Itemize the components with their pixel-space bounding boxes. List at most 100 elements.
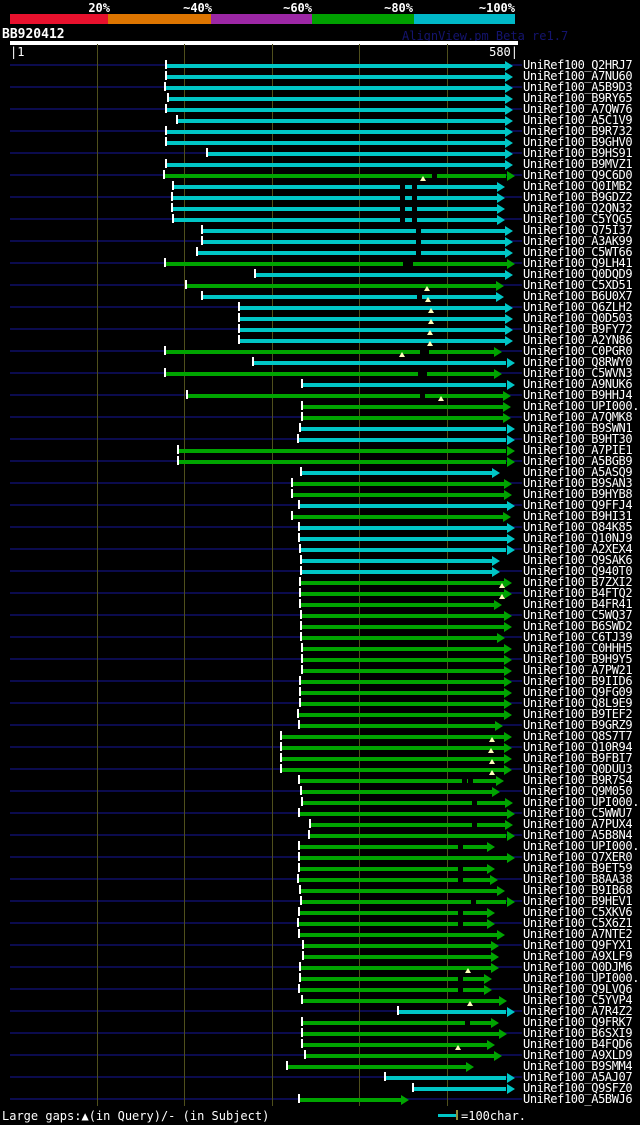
alignment-bar[interactable] xyxy=(301,1032,499,1036)
hit-label[interactable]: UniRef100_A9XLF9 xyxy=(523,949,633,963)
alignment-bar[interactable] xyxy=(299,537,507,541)
hit-label[interactable]: UniRef100_B6SXI9 xyxy=(523,1026,633,1040)
hit-label[interactable]: UniRef100_B6SWD2 xyxy=(523,619,633,633)
alignment-bar[interactable] xyxy=(300,570,492,574)
alignment-bar[interactable] xyxy=(299,779,496,783)
hit-label[interactable]: UniRef100_Q9FG09 xyxy=(523,685,633,699)
hit-label[interactable]: UniRef100_B9SAN3 xyxy=(523,476,633,490)
hit-label[interactable]: UniRef100_A7NU60 xyxy=(523,69,633,83)
alignment-bar[interactable] xyxy=(280,746,504,750)
hit-label[interactable]: UniRef100_A5BWJ6 xyxy=(523,1092,633,1106)
alignment-bar[interactable] xyxy=(397,1010,507,1014)
hit-label[interactable]: UniRef100_Q9FRK7 xyxy=(523,1015,633,1029)
alignment-bar[interactable] xyxy=(165,262,507,266)
alignment-bar[interactable] xyxy=(165,130,505,134)
hit-label[interactable]: UniRef100_B6U0X7 xyxy=(523,289,633,303)
hit-label[interactable]: UniRef100_B9MVZ1 xyxy=(523,157,633,171)
alignment-bar[interactable] xyxy=(292,515,503,519)
hit-label[interactable]: UniRef100_B4FQD6 xyxy=(523,1037,633,1051)
alignment-bar[interactable] xyxy=(201,295,496,299)
hit-label[interactable]: UniRef100_B9R7S4 xyxy=(523,773,633,787)
alignment-bar[interactable] xyxy=(255,273,505,277)
hit-label[interactable]: UniRef100_A2XEX4 xyxy=(523,542,633,556)
alignment-bar[interactable] xyxy=(299,702,504,706)
alignment-bar[interactable] xyxy=(412,1087,507,1091)
alignment-bar[interactable] xyxy=(299,504,507,508)
alignment-bar[interactable] xyxy=(302,944,491,948)
alignment-bar[interactable] xyxy=(178,460,507,464)
hit-label[interactable]: UniRef100_B9GDZ2 xyxy=(523,190,633,204)
alignment-bar[interactable] xyxy=(301,647,504,651)
alignment-bar[interactable] xyxy=(301,658,504,662)
alignment-bar[interactable] xyxy=(165,350,495,354)
hit-label[interactable]: UniRef100_C5WVN3 xyxy=(523,366,633,380)
hit-label[interactable]: UniRef100_B8AA38 xyxy=(523,872,633,886)
hit-label[interactable]: UniRef100_Q9SAK6 xyxy=(523,553,633,567)
hit-label[interactable]: UniRef100_A5C1V9 xyxy=(523,113,633,127)
alignment-bar[interactable] xyxy=(299,592,504,596)
hit-label[interactable]: UniRef100_Q0IMB2 xyxy=(523,179,633,193)
alignment-bar[interactable] xyxy=(299,724,496,728)
alignment-bar[interactable] xyxy=(299,889,497,893)
hit-label[interactable]: UniRef100_Q2HRJ7 xyxy=(523,58,633,72)
alignment-bar[interactable] xyxy=(299,966,491,970)
hit-label[interactable]: UniRef100_UPI000... xyxy=(523,971,640,985)
alignment-bar[interactable] xyxy=(238,317,505,321)
alignment-bar[interactable] xyxy=(201,229,505,233)
hit-label[interactable]: UniRef100_Q940T0 xyxy=(523,564,633,578)
hit-label[interactable]: UniRef100_B9GHV0 xyxy=(523,135,633,149)
hit-label[interactable]: UniRef100_C5X6Z1 xyxy=(523,916,633,930)
alignment-bar[interactable] xyxy=(299,548,507,552)
hit-label[interactable]: UniRef100_UPI000... xyxy=(523,839,640,853)
hit-label[interactable]: UniRef100_Q8S7T7 xyxy=(523,729,633,743)
hit-label[interactable]: UniRef100_Q9FYX1 xyxy=(523,938,633,952)
alignment-bar[interactable] xyxy=(177,119,505,123)
hit-label[interactable]: UniRef100_A9XLD9 xyxy=(523,1048,633,1062)
alignment-bar[interactable] xyxy=(238,328,505,332)
hit-label[interactable]: UniRef100_B9HEV1 xyxy=(523,894,633,908)
hit-label[interactable]: UniRef100_A2YN86 xyxy=(523,333,633,347)
hit-label[interactable]: UniRef100_Q9FFJ4 xyxy=(523,498,633,512)
hit-label[interactable]: UniRef100_A3AK99 xyxy=(523,234,633,248)
hit-label[interactable]: UniRef100_A5B9D3 xyxy=(523,80,633,94)
hit-label[interactable]: UniRef100_A7R4Z2 xyxy=(523,1004,633,1018)
hit-label[interactable]: UniRef100_B9FBI7 xyxy=(523,751,633,765)
hit-label[interactable]: UniRef100_B4FR41 xyxy=(523,597,633,611)
hit-label[interactable]: UniRef100_B9H9Y5 xyxy=(523,652,633,666)
hit-label[interactable]: UniRef100_C5XKV6 xyxy=(523,905,633,919)
alignment-bar[interactable] xyxy=(165,372,495,376)
hit-label[interactable]: UniRef100_Q9M050 xyxy=(523,784,633,798)
alignment-bar[interactable] xyxy=(298,878,490,882)
hit-label[interactable]: UniRef100_C5WQ37 xyxy=(523,608,633,622)
alignment-bar[interactable] xyxy=(165,75,505,79)
alignment-bar[interactable] xyxy=(299,911,488,915)
hit-label[interactable]: UniRef100_B9SWN1 xyxy=(523,421,633,435)
alignment-bar[interactable] xyxy=(300,559,492,563)
alignment-bar[interactable] xyxy=(165,86,505,90)
alignment-bar[interactable] xyxy=(301,801,505,805)
alignment-bar[interactable] xyxy=(164,174,507,178)
alignment-bar[interactable] xyxy=(301,1043,488,1047)
alignment-bar[interactable] xyxy=(301,999,499,1003)
hit-label[interactable]: UniRef100_C5XD51 xyxy=(523,278,633,292)
hit-label[interactable]: UniRef100_Q6ZLH2 xyxy=(523,300,633,314)
hit-label[interactable]: UniRef100_B7ZXI2 xyxy=(523,575,633,589)
alignment-bar[interactable] xyxy=(302,955,491,959)
hit-label[interactable]: UniRef100_A5AJ07 xyxy=(523,1070,633,1084)
hit-label[interactable]: UniRef100_C5WT66 xyxy=(523,245,633,259)
hit-label[interactable]: UniRef100_B9HHJ4 xyxy=(523,388,633,402)
hit-label[interactable]: UniRef100_B9IB68 xyxy=(523,883,633,897)
hit-label[interactable]: UniRef100_Q0DJM6 xyxy=(523,960,633,974)
alignment-bar[interactable] xyxy=(299,977,484,981)
alignment-bar[interactable] xyxy=(299,526,507,530)
hit-label[interactable]: UniRef100_Q8L9E9 xyxy=(523,696,633,710)
alignment-bar[interactable] xyxy=(309,823,505,827)
hit-label[interactable]: UniRef100_A7PUX4 xyxy=(523,817,633,831)
hit-label[interactable]: UniRef100_B9HT30 xyxy=(523,432,633,446)
hit-label[interactable]: UniRef100_Q9C6D0 xyxy=(523,168,633,182)
hit-label[interactable]: UniRef100_B9IID6 xyxy=(523,674,633,688)
alignment-bar[interactable] xyxy=(186,394,503,398)
alignment-bar[interactable] xyxy=(165,141,505,145)
alignment-bar[interactable] xyxy=(301,1021,491,1025)
hit-label[interactable]: UniRef100_B9HYB8 xyxy=(523,487,633,501)
